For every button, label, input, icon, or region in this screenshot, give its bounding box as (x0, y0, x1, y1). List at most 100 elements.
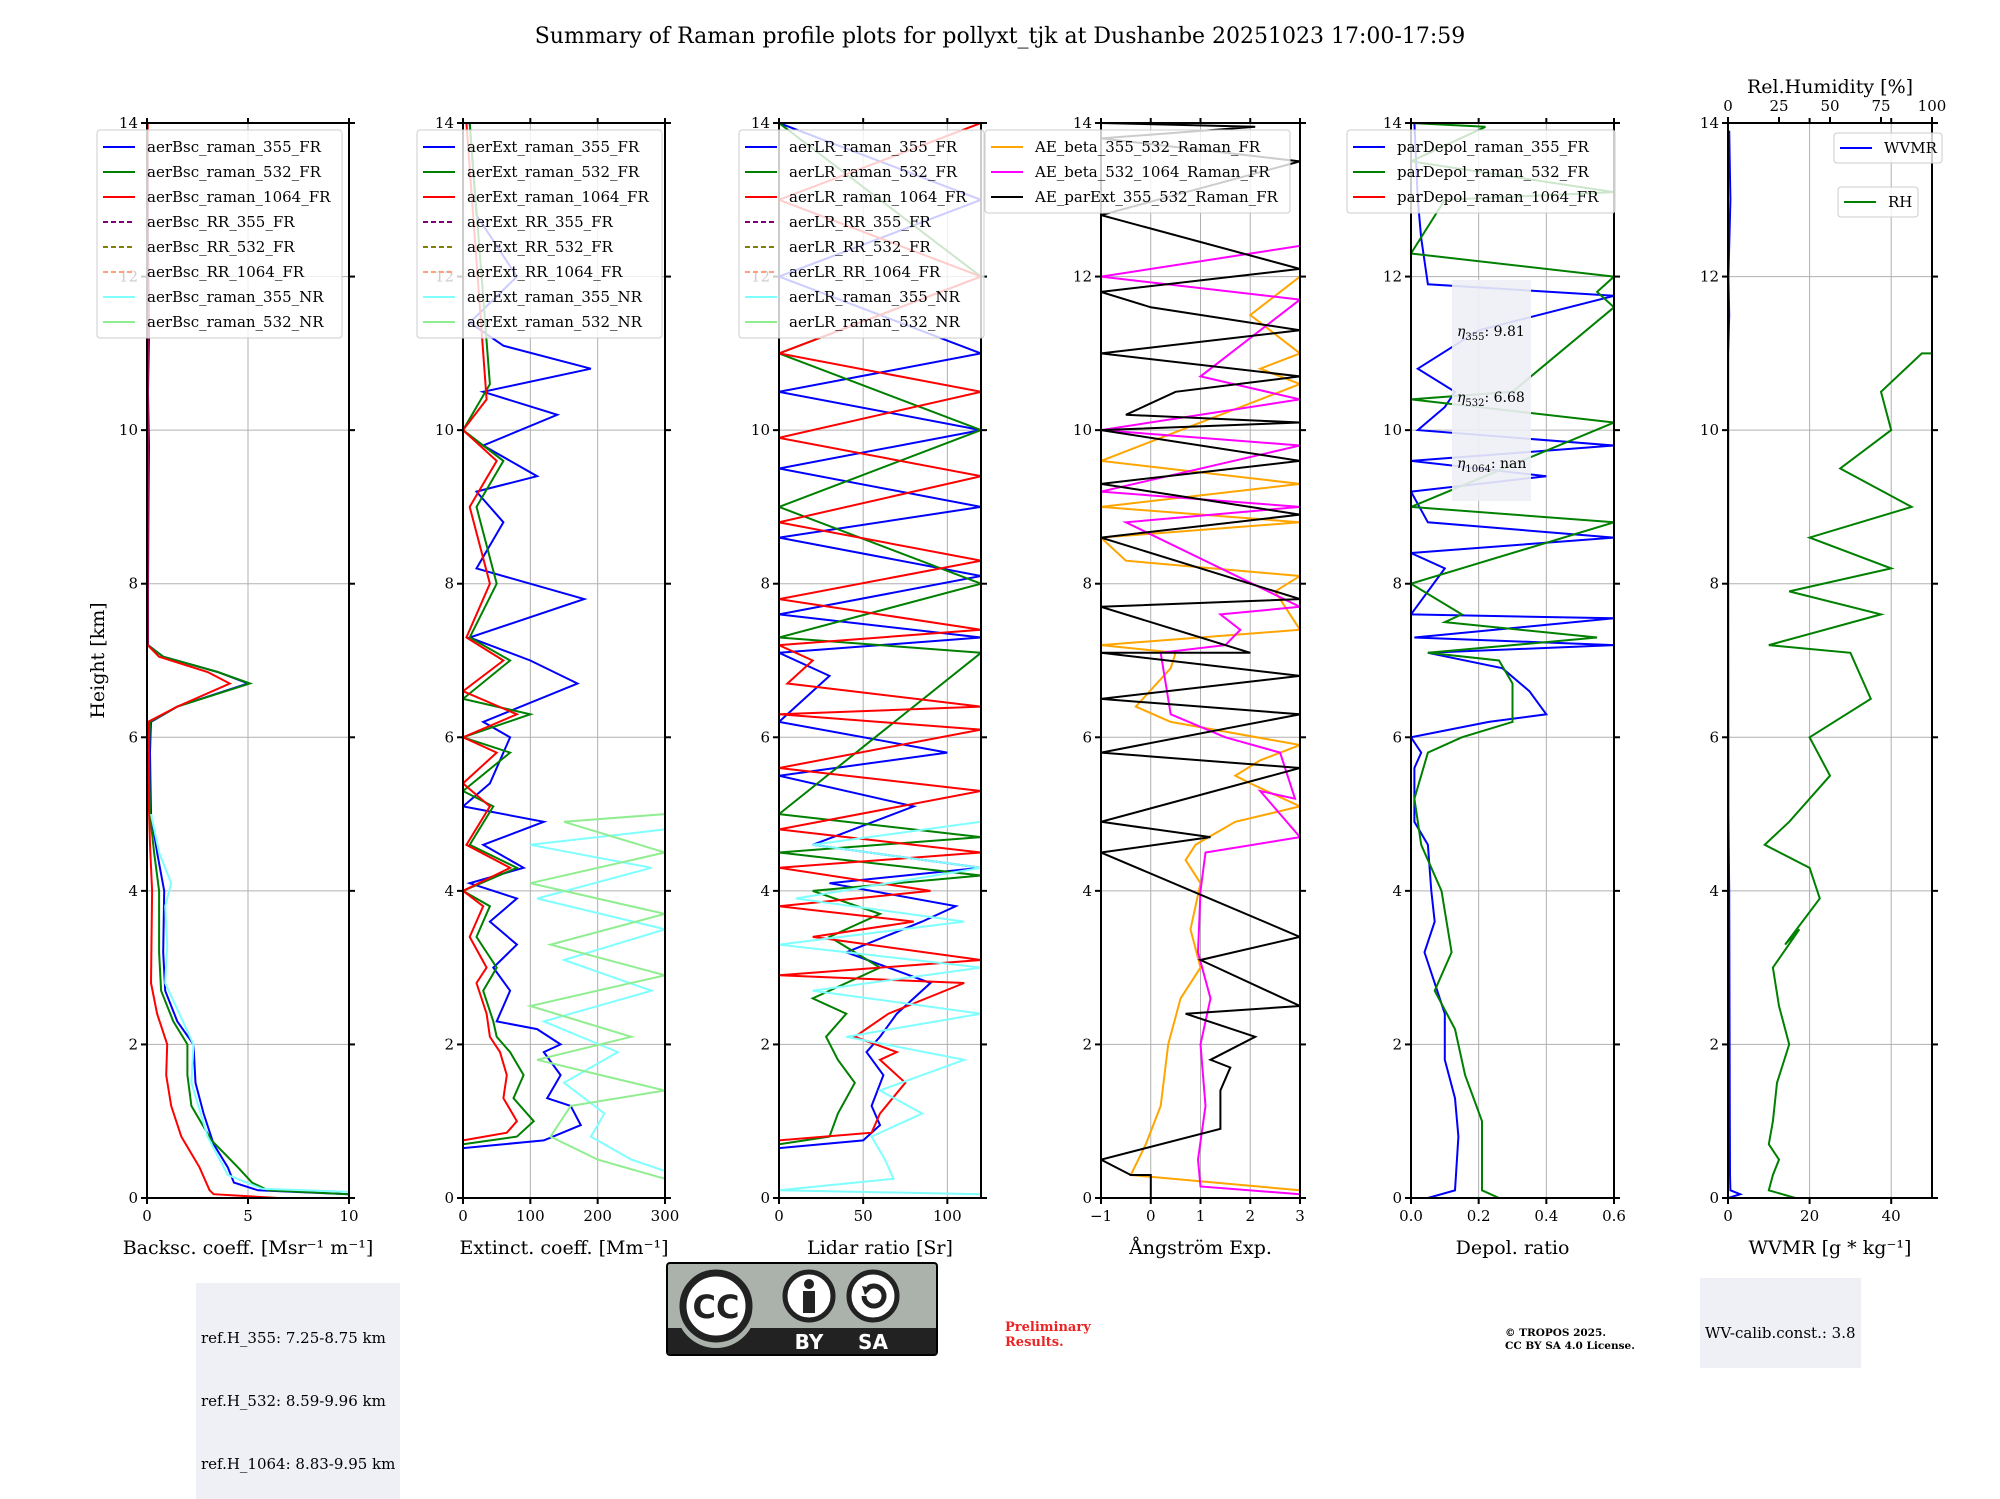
axes-frame (462, 122, 666, 1199)
series-line-aerLR_raman_355_NR (779, 820, 981, 1196)
y-tick-label: 14 (1383, 114, 1402, 132)
y-tick-label: 2 (128, 1035, 138, 1053)
series-group (1411, 123, 1614, 1198)
y-tick-label: 6 (128, 728, 138, 746)
series-line-aerLR_raman_532_FR (779, 123, 981, 1146)
cc-license-badge: CC BY SA (666, 1262, 938, 1356)
y-tick-label: 2 (1709, 1035, 1719, 1053)
wv-calibration-text: WV-calib.const.: 3.8 (1705, 1324, 1856, 1342)
legend-frame (738, 129, 985, 339)
legend-label: aerBsc_RR_1064_FR (147, 263, 305, 281)
top-tick-label: 100 (1918, 97, 1947, 115)
y-tick-label: 12 (1383, 268, 1402, 286)
axes-frame (1727, 122, 1933, 1199)
x-tick-label: 0.6 (1602, 1207, 1626, 1225)
y-tick-label: 12 (1700, 268, 1719, 286)
y-tick-label: 10 (119, 421, 138, 439)
axes-frame (1410, 122, 1615, 1199)
preliminary-results-note: Preliminary Results. (1005, 1320, 1091, 1350)
panel-water_vapor: 0 20 40 0 2 4 6 8 10 12 14 WVMR [g * kg⁻¹] 0 25 50 75 10… (1700, 76, 1946, 1259)
x-tick-label: 0 (1723, 1207, 1733, 1225)
legend-label: aerBsc_RR_355_FR (147, 213, 295, 231)
y-tick-label: 2 (760, 1035, 770, 1053)
y-tick-label: 6 (1392, 728, 1402, 746)
x-tick-label: 0.2 (1467, 1207, 1491, 1225)
legend-label: aerLR_RR_532_FR (789, 238, 931, 256)
series-line-aerBsc_raman_1064_FR (147, 123, 279, 1198)
svg-text:CC: CC (693, 1288, 740, 1326)
legend-frame (416, 129, 663, 339)
y-tick-label: 14 (435, 114, 454, 132)
page-title: Summary of Raman profile plots for polly… (535, 24, 1466, 49)
legend-label: aerBsc_RR_532_FR (147, 238, 295, 256)
y-tick-label: 4 (760, 882, 770, 900)
legend-label: RH (1888, 193, 1912, 211)
y-tick-label: 12 (1073, 268, 1092, 286)
series-line-WVMR (1728, 130, 1744, 1198)
legend-label: aerExt_raman_355_FR (467, 138, 640, 156)
legend-label: aerLR_RR_1064_FR (789, 263, 941, 281)
legend-label: AE_parExt_355_532_Raman_FR (1034, 188, 1279, 206)
legend-label: aerLR_raman_1064_FR (789, 188, 967, 206)
y-tick-label: 0 (1082, 1189, 1092, 1207)
legend-label: aerBsc_raman_532_FR (147, 163, 322, 181)
wv-calibration-box: WV-calib.const.: 3.8 (1700, 1278, 1861, 1368)
x-tick-label: 300 (651, 1207, 680, 1225)
panel-lidar_ratio: 05010002468101214Lidar ratio [Sr]aerLR_r… (738, 114, 987, 1259)
series-line-aerBsc_raman_355_NR (150, 813, 349, 1193)
legend: aerBsc_raman_355_FR aerBsc_raman_532_FRae… (96, 129, 343, 339)
legend-label: aerBsc_raman_532_NR (147, 313, 324, 331)
y-tick-label: 6 (1709, 728, 1719, 746)
top-tick-label: 25 (1769, 97, 1788, 115)
panel-extinction: 010020030002468101214Extinct. coeff. [Mm… (416, 114, 680, 1259)
legend-label: aerBsc_raman_1064_FR (147, 188, 331, 206)
x-tick-label: 0 (1146, 1207, 1156, 1225)
legend-frame (984, 129, 1291, 214)
legend-label: aerExt_raman_1064_FR (467, 188, 649, 206)
series-line-RH (1762, 352, 1932, 1198)
legend-label: aerExt_RR_532_FR (467, 238, 614, 256)
x-tick-label: 1 (1196, 1207, 1206, 1225)
x-tick-label: −1 (1090, 1207, 1112, 1225)
y-tick-label: 2 (1082, 1035, 1092, 1053)
series-line-parDepol_raman_532_FR (1411, 123, 1614, 1198)
legend-label: aerExt_raman_532_FR (467, 163, 640, 181)
y-tick-label: 0 (1392, 1189, 1402, 1207)
sa-share-alike-icon (846, 1269, 900, 1323)
x-tick-label: 0 (142, 1207, 152, 1225)
x-tick-label: 0.0 (1399, 1207, 1423, 1225)
legend-label: aerBsc_raman_355_NR (147, 288, 324, 306)
x-tick-label: 200 (583, 1207, 612, 1225)
x-tick-label: 3 (1295, 1207, 1305, 1225)
legend-label: parDepol_raman_355_FR (1397, 138, 1590, 156)
y-tick-label: 14 (119, 114, 138, 132)
legend-label: aerLR_raman_355_FR (789, 138, 958, 156)
y-tick-label: 10 (1700, 421, 1719, 439)
x-tick-label: 0.4 (1534, 1207, 1558, 1225)
x-tick-label: 10 (339, 1207, 358, 1225)
y-tick-label: 4 (128, 882, 138, 900)
top-tick-label: 0 (1723, 97, 1733, 115)
y-tick-label: 8 (128, 575, 138, 593)
legend: aerExt_raman_355_FR aerExt_raman_532_FRae… (416, 129, 663, 339)
legend-label: aerExt_RR_355_FR (467, 213, 614, 231)
series-line-aerBsc_raman_532_FR (147, 123, 349, 1196)
y-tick-label: 0 (444, 1189, 454, 1207)
y-tick-label: 14 (751, 114, 770, 132)
x-tick-label: 0 (458, 1207, 468, 1225)
panel-backscatter: 051002468101214Backsc. coeff. [Msr⁻¹ m⁻¹… (87, 114, 373, 1259)
series-line-AE_parExt_355_532_Raman_FR (1101, 123, 1300, 1198)
x-tick-label: 0 (774, 1207, 784, 1225)
svg-text:BY: BY (795, 1330, 824, 1354)
x-tick-label: 40 (1882, 1207, 1901, 1225)
legend-label: aerLR_raman_532_NR (789, 313, 960, 331)
y-tick-label: 14 (1073, 114, 1092, 132)
y-tick-label: 0 (760, 1189, 770, 1207)
legend-WVMR: WVMR (1833, 132, 1943, 164)
legend-label: AE_beta_355_532_Raman_FR (1034, 138, 1261, 156)
series-group (147, 123, 349, 1198)
legend-label: aerLR_RR_355_FR (789, 213, 931, 231)
legend-frame (1833, 132, 1943, 164)
series-line-AE_beta_532_1064_Raman_FR (1101, 244, 1300, 1196)
series-line-aerLR_raman_1064_FR (779, 123, 981, 1142)
